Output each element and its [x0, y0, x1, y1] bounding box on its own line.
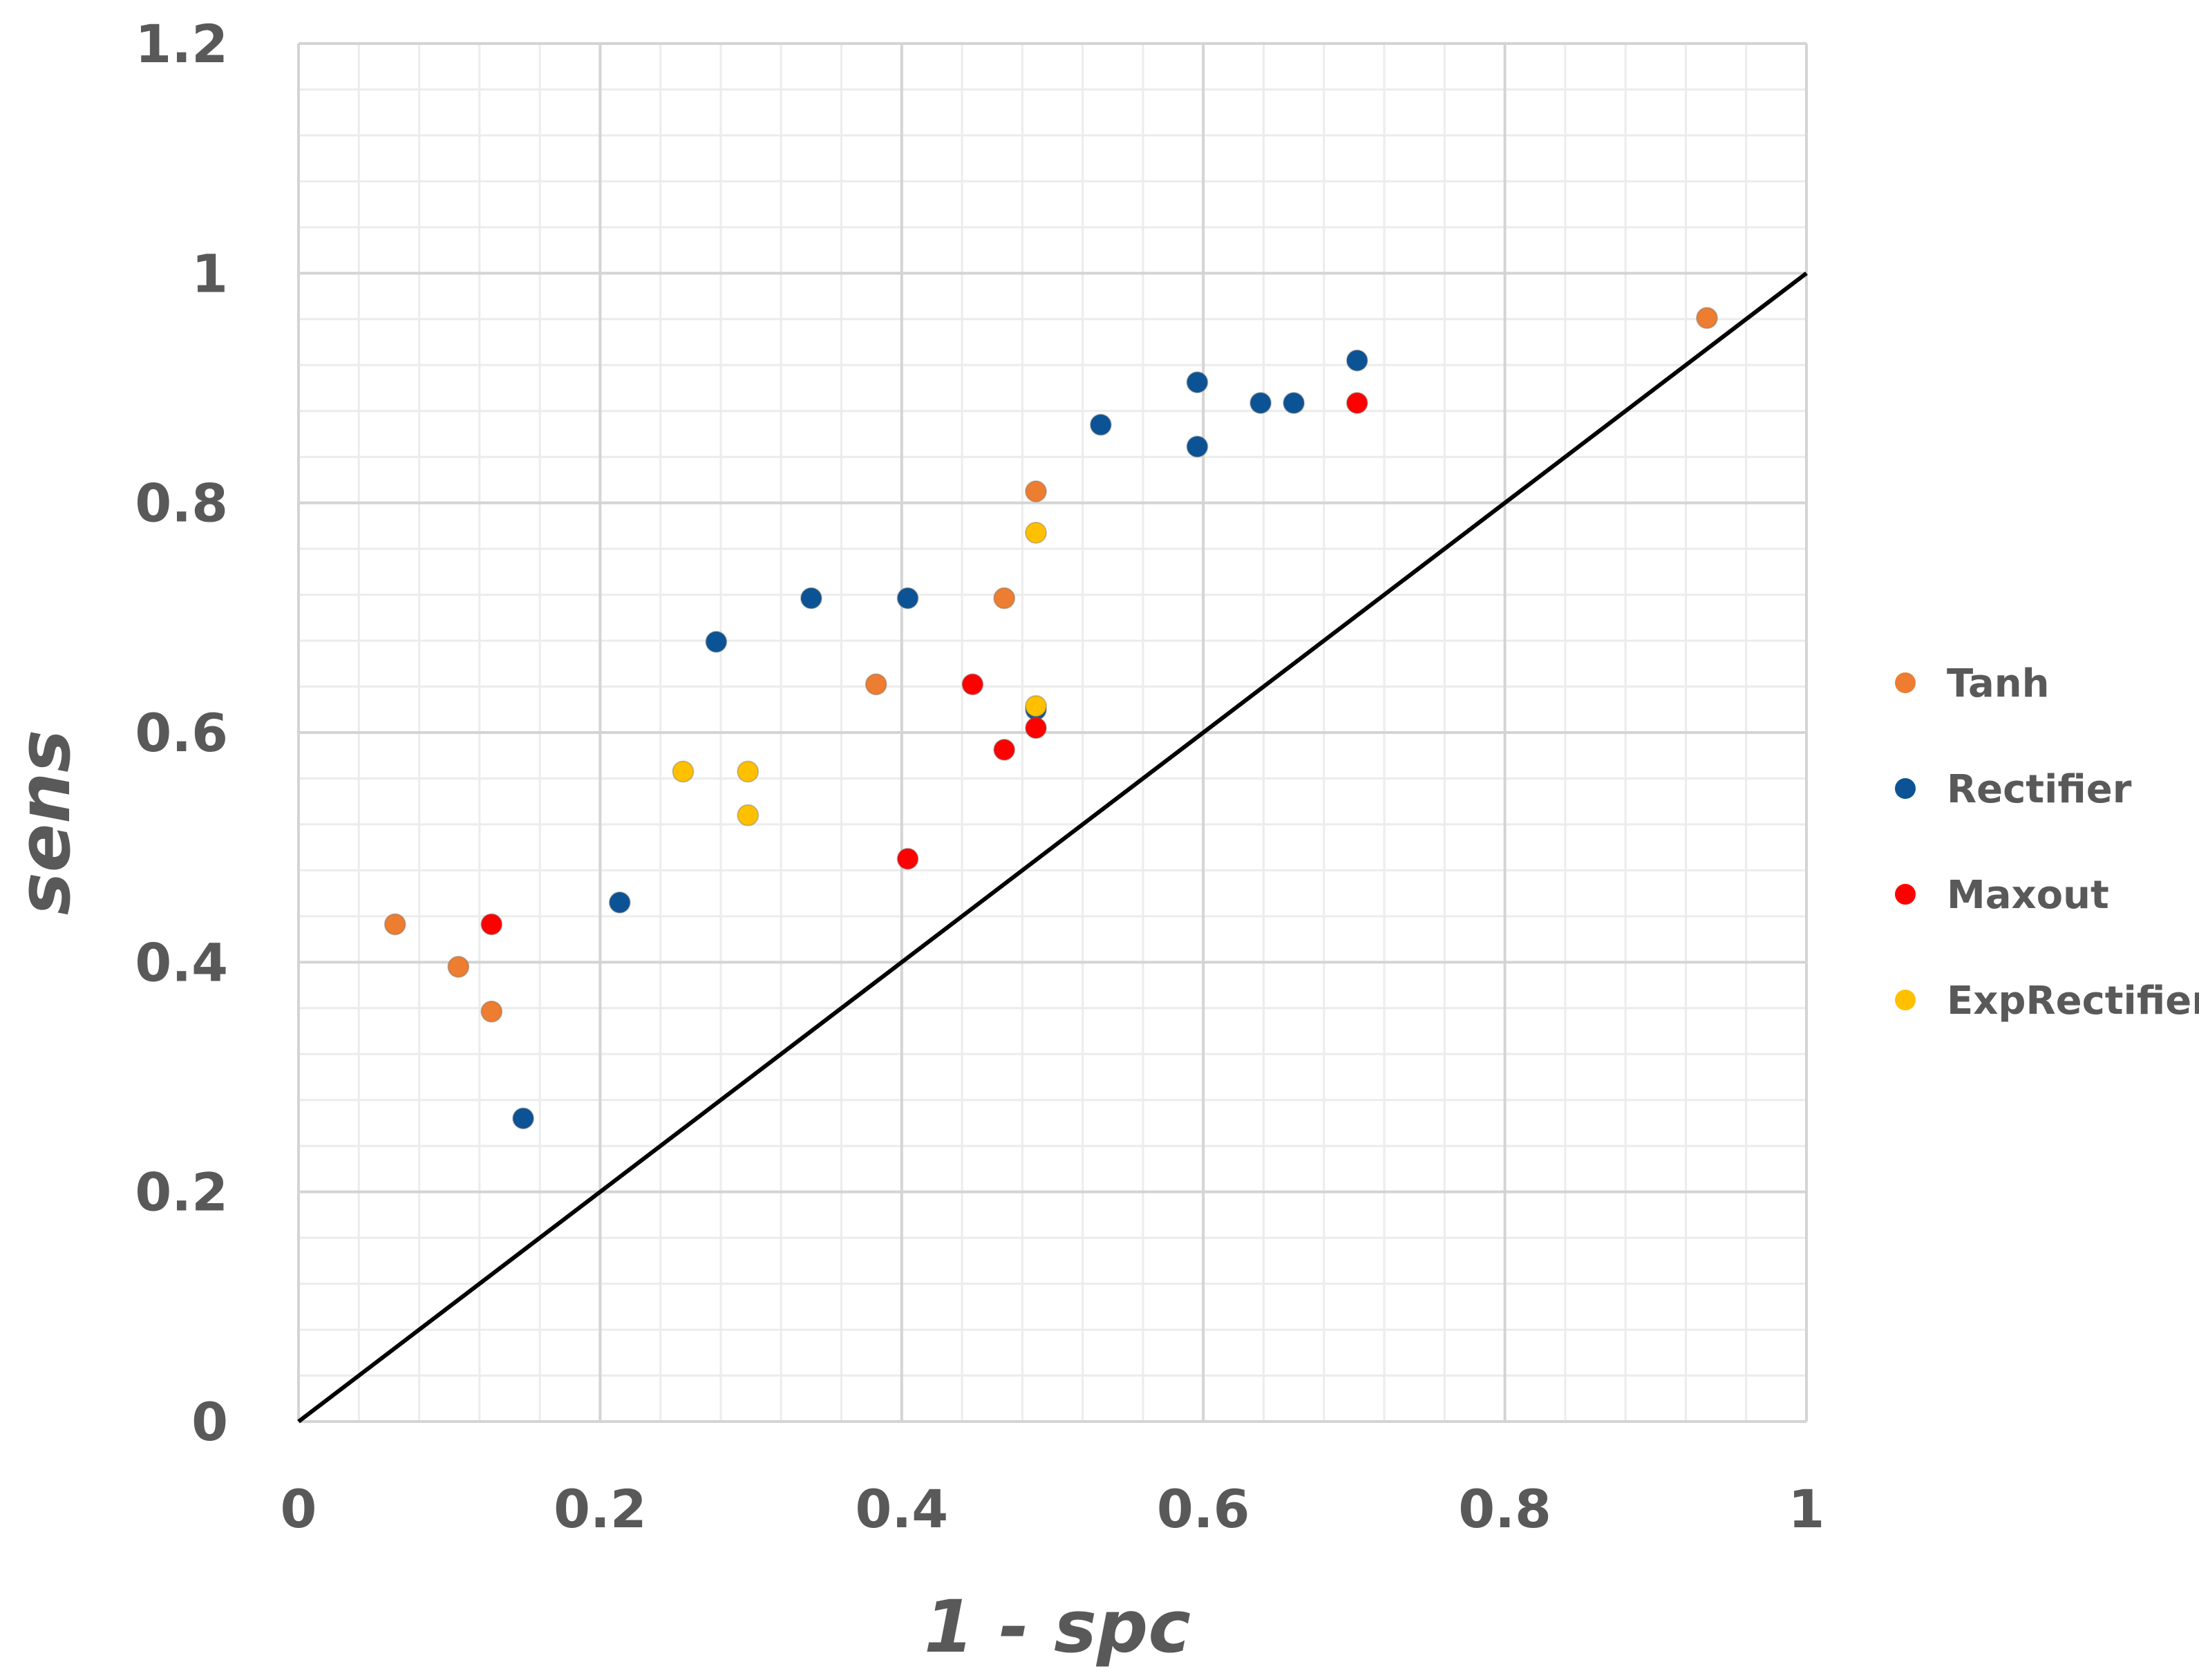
legend-marker-tanh [1895, 672, 1916, 693]
x-tick-label: 0 [281, 1478, 317, 1540]
x-tick-label: 0.2 [554, 1478, 647, 1540]
y-tick-label: 0 [191, 1391, 228, 1453]
x-axis-title: 1 - spc [924, 1585, 1191, 1669]
data-points [384, 307, 1718, 1130]
x-tick-label: 0.8 [1458, 1478, 1551, 1540]
data-point-maxout [1024, 717, 1047, 739]
data-point-rectifier [1186, 435, 1209, 458]
y-tick-label: 1.2 [135, 13, 228, 75]
y-tick-label: 0.6 [135, 702, 228, 764]
data-point-exprectifier [1024, 521, 1047, 544]
x-tick-label: 1 [1789, 1478, 1825, 1540]
data-point-tanh [1695, 307, 1718, 330]
x-tick-label: 0.4 [855, 1478, 948, 1540]
legend-marker-exprectifier [1895, 990, 1916, 1010]
data-point-tanh [480, 1000, 503, 1023]
x-tick-label: 0.6 [1157, 1478, 1250, 1540]
legend-label-tanh: Tanh [1947, 661, 2050, 706]
data-point-maxout [480, 913, 503, 936]
legend-marker-rectifier [1895, 778, 1916, 799]
data-point-rectifier [1249, 392, 1272, 415]
data-point-rectifier [1089, 413, 1112, 436]
major-gridlines [297, 42, 1808, 1423]
data-point-rectifier [1186, 371, 1209, 394]
data-point-maxout [896, 847, 919, 870]
data-point-rectifier [705, 630, 728, 653]
data-point-tanh [1024, 480, 1047, 503]
y-tick-label: 1 [191, 243, 228, 304]
data-point-tanh [993, 587, 1016, 610]
legend-label-exprectifier: ExpRectifier [1947, 979, 2199, 1023]
diagonal-reference-line [297, 271, 1808, 1424]
x-axis-tick-labels: 0 0.2 0.4 0.6 0.8 1 [281, 1478, 1825, 1540]
y-axis-title: sens [2, 730, 86, 915]
data-point-tanh [447, 955, 470, 978]
legend-label-rectifier: Rectifier [1947, 767, 2132, 812]
data-point-exprectifier [737, 760, 759, 783]
data-point-exprectifier [672, 760, 695, 783]
data-point-exprectifier [1024, 695, 1047, 717]
data-point-rectifier [800, 587, 822, 610]
data-point-rectifier [512, 1107, 535, 1130]
data-point-rectifier [1283, 392, 1305, 415]
data-point-maxout [993, 738, 1016, 761]
data-point-maxout [961, 673, 984, 696]
legend: Tanh Rectifier Maxout ExpRectifier [1895, 661, 2199, 1023]
data-point-rectifier [1346, 349, 1368, 372]
legend-label-maxout: Maxout [1947, 873, 2109, 918]
y-tick-label: 0.4 [135, 932, 228, 993]
y-axis-tick-labels: 0 0.2 0.4 0.6 0.8 1 1.2 [135, 13, 228, 1453]
data-point-rectifier [608, 891, 631, 914]
data-point-tanh [384, 913, 406, 936]
y-tick-label: 0.2 [135, 1162, 228, 1223]
y-tick-label: 0.8 [135, 473, 228, 534]
legend-marker-maxout [1895, 884, 1916, 905]
data-point-tanh [865, 673, 887, 696]
data-point-maxout [1346, 392, 1368, 415]
diagonal-reference-line-group [297, 271, 1808, 1424]
data-point-exprectifier [737, 804, 759, 827]
data-point-rectifier [896, 587, 919, 610]
